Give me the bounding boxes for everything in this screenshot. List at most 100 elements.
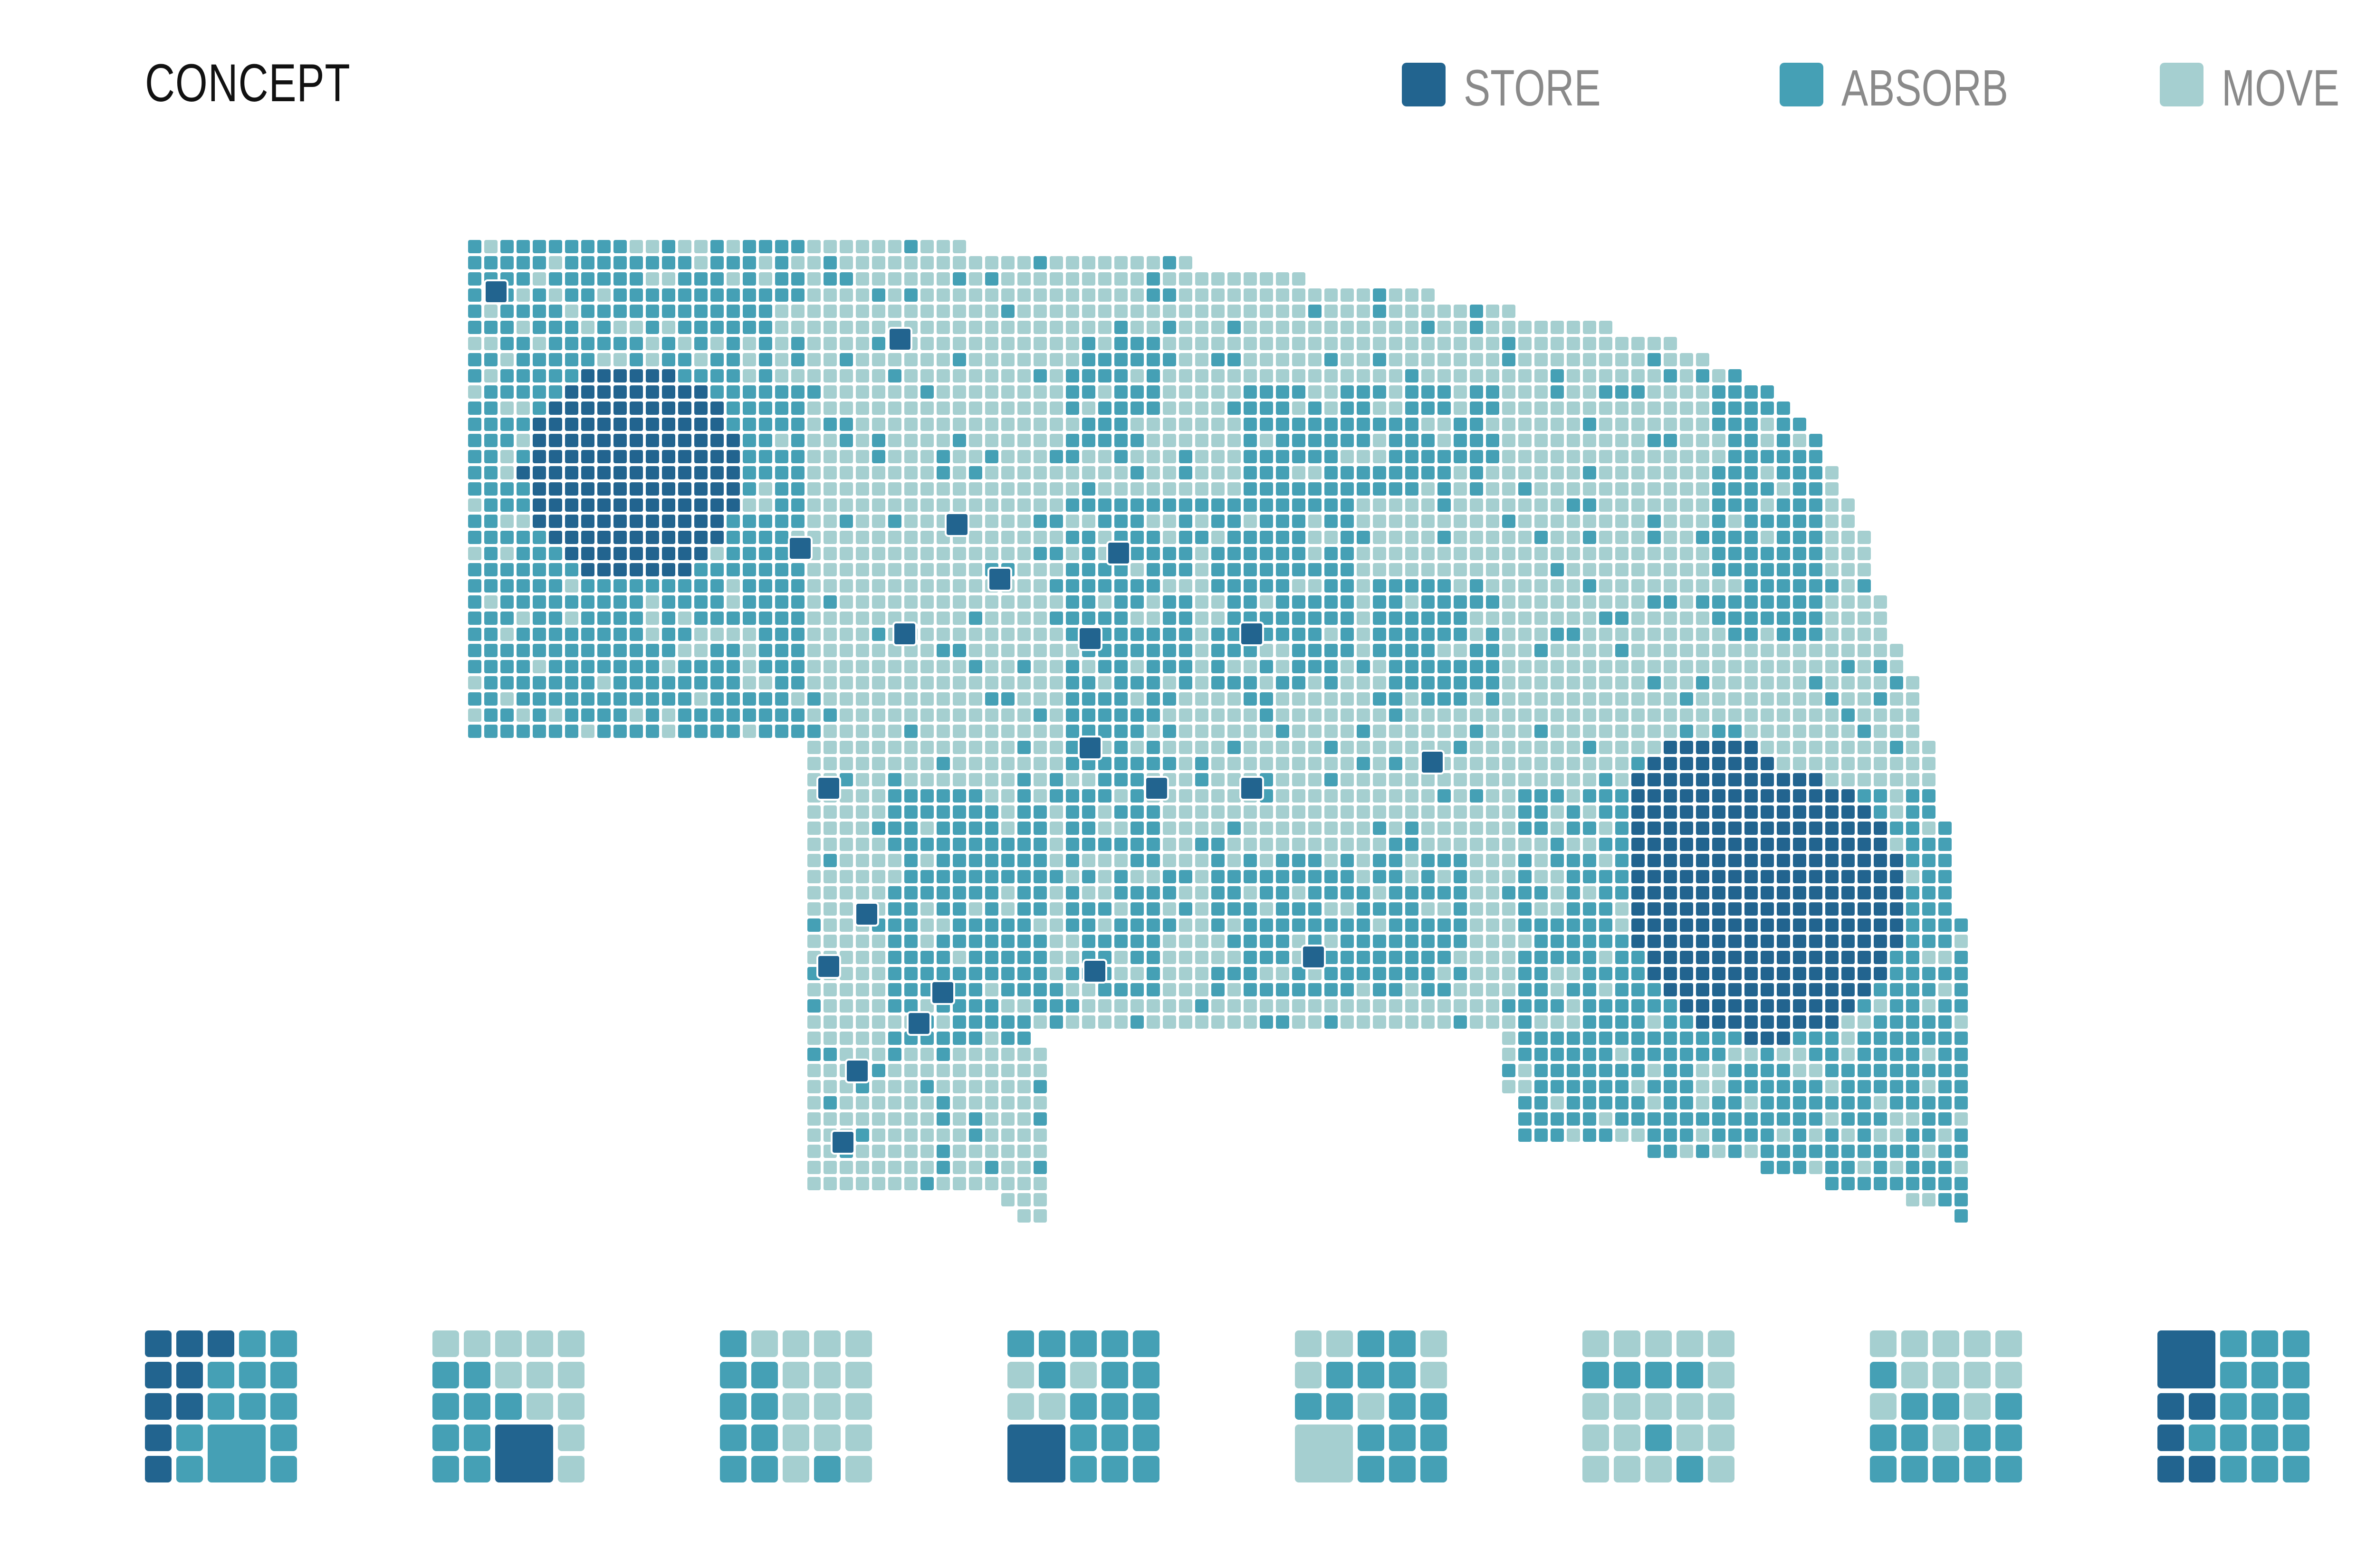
map-cell-move bbox=[920, 692, 934, 706]
map-cell-move bbox=[920, 644, 934, 657]
map-cell-move bbox=[1664, 402, 1677, 415]
map-cell-absorb bbox=[1179, 515, 1192, 528]
map-cell-absorb bbox=[1114, 579, 1128, 593]
map-cell-move bbox=[904, 579, 918, 593]
map-cell-absorb bbox=[1082, 612, 1095, 625]
map-cell-move bbox=[1195, 385, 1208, 399]
pattern-cell bbox=[1582, 1330, 1609, 1357]
map-cell-move bbox=[840, 612, 853, 625]
map-cell-absorb bbox=[549, 353, 562, 366]
map-cell-absorb bbox=[1648, 434, 1661, 447]
map-cell-absorb bbox=[969, 466, 982, 479]
map-cell-move bbox=[1437, 418, 1451, 431]
map-cell-absorb bbox=[678, 579, 691, 593]
map-cell-absorb bbox=[613, 288, 627, 302]
map-cell-move bbox=[1583, 450, 1596, 463]
map-cell-absorb bbox=[500, 337, 514, 350]
map-cell-move bbox=[1502, 563, 1515, 576]
map-cell-move bbox=[727, 240, 740, 253]
map-cell-move bbox=[1825, 482, 1839, 496]
map-cell-absorb bbox=[1793, 466, 1806, 479]
map-cell-absorb bbox=[517, 498, 530, 512]
map-cell-move bbox=[1454, 305, 1467, 318]
map-cell-move bbox=[1308, 288, 1322, 302]
map-cell-absorb bbox=[500, 531, 514, 544]
map-cell-absorb bbox=[533, 692, 546, 706]
map-cell-move bbox=[1357, 337, 1370, 350]
map-cell-move bbox=[1583, 482, 1596, 496]
map-cell-move bbox=[581, 321, 594, 334]
map-cell-move bbox=[904, 660, 918, 673]
map-cell-move bbox=[856, 563, 869, 576]
map-cell-absorb bbox=[1131, 515, 1144, 528]
map-cell-absorb bbox=[791, 628, 805, 641]
map-cell-move bbox=[1211, 385, 1225, 399]
map-cell-move bbox=[1405, 515, 1418, 528]
map-cell-absorb bbox=[1098, 434, 1111, 447]
map-cell-store bbox=[662, 466, 675, 479]
map-cell-absorb bbox=[549, 628, 562, 641]
map-cell-move bbox=[824, 337, 837, 350]
map-cell-absorb bbox=[1631, 385, 1645, 399]
map-cell-move bbox=[920, 321, 934, 334]
map-cell-move bbox=[1534, 563, 1548, 576]
map-cell-move bbox=[840, 450, 853, 463]
pattern-cell bbox=[1102, 1456, 1128, 1482]
map-cell-absorb bbox=[1082, 434, 1095, 447]
map-cell-absorb bbox=[969, 660, 982, 673]
pattern-cell bbox=[1614, 1330, 1640, 1357]
map-cell-absorb bbox=[468, 692, 481, 706]
map-cell-move bbox=[1518, 595, 1532, 609]
map-cell-move bbox=[872, 531, 885, 544]
map-cell-absorb bbox=[500, 434, 514, 447]
map-cell-move bbox=[872, 644, 885, 657]
map-cell-absorb bbox=[517, 369, 530, 382]
map-cell-move bbox=[1050, 482, 1063, 496]
map-cell-move bbox=[1131, 450, 1144, 463]
pattern-cell bbox=[1007, 1330, 1034, 1357]
map-cell-move bbox=[1211, 595, 1225, 609]
map-cell-move bbox=[500, 450, 514, 463]
map-cell-move bbox=[1034, 628, 1047, 641]
map-cell-absorb bbox=[1809, 595, 1822, 609]
map-cell-move bbox=[1664, 450, 1677, 463]
map-cell-absorb bbox=[1405, 402, 1418, 415]
map-cell-move bbox=[1421, 369, 1435, 382]
map-cell-absorb bbox=[1114, 515, 1128, 528]
pattern-cell bbox=[2157, 1425, 2184, 1451]
map-cell-store bbox=[597, 418, 611, 431]
map-cell-absorb bbox=[710, 240, 724, 253]
map-cell-move bbox=[1066, 644, 1079, 657]
map-cell-move bbox=[1098, 466, 1111, 479]
map-cell-move bbox=[1421, 337, 1435, 350]
map-cell-move bbox=[1534, 418, 1548, 431]
map-cell-move bbox=[824, 515, 837, 528]
pattern-cell bbox=[783, 1393, 809, 1420]
map-cell-store bbox=[565, 450, 578, 463]
map-cell-absorb bbox=[1211, 498, 1225, 512]
pattern-cell bbox=[558, 1425, 584, 1451]
map-cell-absorb bbox=[1405, 612, 1418, 625]
map-cell-move bbox=[1050, 321, 1063, 334]
map-cell-absorb bbox=[1098, 579, 1111, 593]
map-cell-move bbox=[1648, 418, 1661, 431]
map-cell-absorb bbox=[1260, 482, 1273, 496]
map-cell-move bbox=[1551, 498, 1564, 512]
pattern-cell bbox=[1677, 1456, 1703, 1482]
map-cell-move bbox=[937, 272, 950, 286]
legend-label-absorb: ABSORB bbox=[1841, 59, 2009, 116]
map-cell-absorb bbox=[565, 628, 578, 641]
map-cell-move bbox=[1664, 515, 1677, 528]
map-cell-absorb bbox=[662, 612, 675, 625]
map-cell-absorb bbox=[1470, 385, 1483, 399]
map-cell-absorb bbox=[484, 515, 498, 528]
map-cell-absorb bbox=[1405, 385, 1418, 399]
map-cell-move bbox=[856, 288, 869, 302]
pattern-cell bbox=[1677, 1330, 1703, 1357]
map-cell-absorb bbox=[1421, 644, 1435, 657]
map-cell-absorb bbox=[743, 547, 756, 560]
map-cell-move bbox=[840, 498, 853, 512]
map-cell-absorb bbox=[1405, 466, 1418, 479]
map-cell-move bbox=[856, 418, 869, 431]
map-cell-move bbox=[1357, 676, 1370, 689]
